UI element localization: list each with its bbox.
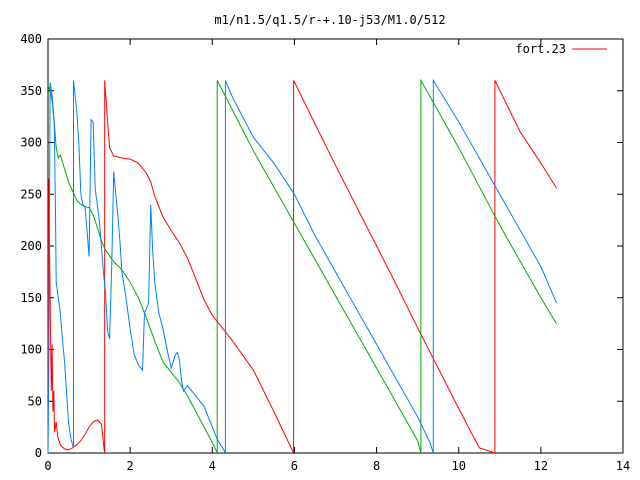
x-tick-label: 8 [373,459,380,473]
y-tick-label: 50 [28,394,42,408]
x-tick-label: 6 [291,459,298,473]
series-lines [47,78,557,454]
legend: fort.23 [515,42,607,56]
x-tick-label: 2 [127,459,134,473]
axis-ticks: 0 2 4 6 8 10 12 14 0 50 100 150 200 250 300 350 400 [20,32,630,473]
x-tick-label: 4 [209,459,216,473]
y-tick-label: 0 [35,446,42,460]
series-line-1 [47,80,557,454]
plot-frame [47,38,624,454]
x-tick-label: 14 [616,459,630,473]
legend-label: fort.23 [515,42,566,56]
x-tick-label: 0 [44,459,51,473]
chart-title: m1/n1.5/q1.5/r-+.10-j53/M1.0/512 [214,13,445,27]
series-line-3 [47,78,557,454]
y-tick-label: 250 [20,187,42,201]
x-tick-label: 12 [534,459,548,473]
series-line-2 [47,78,557,454]
y-tick-label: 350 [20,84,42,98]
y-tick-label: 100 [20,343,42,357]
x-tick-label: 10 [451,459,465,473]
y-tick-label: 200 [20,239,42,253]
y-tick-label: 150 [20,291,42,305]
y-tick-label: 400 [20,32,42,46]
y-tick-label: 300 [20,136,42,150]
